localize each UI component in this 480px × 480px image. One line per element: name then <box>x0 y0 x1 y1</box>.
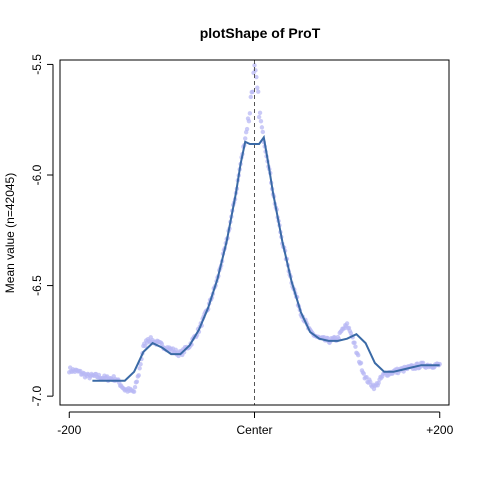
data-point <box>415 361 420 366</box>
data-point <box>256 114 262 120</box>
x-axis: -200 Center +200 <box>57 411 454 437</box>
data-point <box>371 386 377 392</box>
data-point <box>420 360 426 365</box>
data-point <box>243 136 248 141</box>
data-point <box>368 379 373 385</box>
chart-title: plotShape of ProT <box>200 25 321 41</box>
data-point <box>143 343 148 349</box>
data-point <box>136 373 141 378</box>
data-point <box>361 371 366 376</box>
x-tick-label: -200 <box>57 423 81 437</box>
data-point <box>253 68 258 73</box>
data-point <box>134 379 140 384</box>
data-point <box>246 118 252 124</box>
y-tick-label: -7.0 <box>30 385 44 406</box>
y-tick-label: -5.5 <box>30 54 44 75</box>
data-point <box>137 366 142 371</box>
data-point <box>358 360 364 366</box>
data-point <box>247 111 253 116</box>
data-point <box>256 89 261 94</box>
data-point <box>131 389 137 394</box>
data-point <box>260 129 266 135</box>
data-point <box>255 85 260 90</box>
y-tick-label: -6.5 <box>30 275 44 296</box>
data-point <box>244 126 250 132</box>
data-point <box>356 353 361 358</box>
data-point <box>248 94 253 100</box>
data-point <box>257 110 263 116</box>
y-tick-label: -6.0 <box>30 164 44 185</box>
data-point <box>259 125 265 130</box>
y-axis: -7.0 -6.5 -6.0 -5.5 <box>30 54 54 406</box>
data-point <box>352 340 357 345</box>
x-tick-label: Center <box>236 423 272 437</box>
data-point <box>254 74 259 80</box>
data-point <box>353 344 358 349</box>
x-tick-label: +200 <box>426 423 453 437</box>
data-point <box>344 321 350 326</box>
data-point <box>376 380 381 386</box>
data-point <box>258 119 264 124</box>
data-point <box>132 384 138 390</box>
data-point <box>252 63 257 68</box>
y-axis-label: Mean value (n=42045) <box>3 173 17 293</box>
data-point <box>138 362 143 367</box>
plot-frame <box>59 59 450 406</box>
data-point <box>250 89 255 95</box>
smoothed-curve <box>92 134 440 382</box>
data-point <box>325 335 330 341</box>
